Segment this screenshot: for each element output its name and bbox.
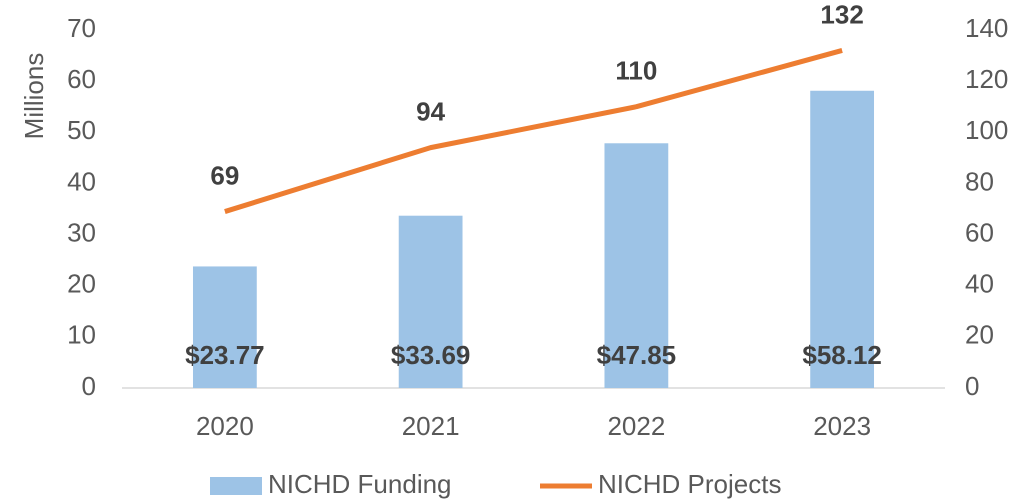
- y-tick-label: 60: [67, 64, 96, 94]
- bar: [810, 90, 875, 388]
- bar: [604, 143, 669, 388]
- data-label: $58.12: [802, 340, 882, 370]
- y2-tick-label: 40: [965, 269, 994, 299]
- data-label: $33.69: [391, 340, 471, 370]
- x-tick-label: 2021: [402, 411, 460, 441]
- legend-label: NICHD Projects: [598, 469, 781, 499]
- x-tick-label: 2023: [813, 411, 871, 441]
- line: [224, 48, 843, 214]
- bar: [398, 215, 463, 388]
- data-label: 69: [210, 160, 239, 190]
- x-tick-label: 2020: [196, 411, 254, 441]
- data-label: $47.85: [597, 340, 677, 370]
- y2-tick-label: 20: [965, 320, 994, 350]
- y2-tick-label: 140: [965, 13, 1008, 43]
- y-tick-label: 70: [67, 13, 96, 43]
- data-label: 132: [820, 0, 863, 29]
- y2-tick-label: 0: [965, 371, 979, 401]
- y-tick-label: 0: [82, 371, 96, 401]
- y2-tick-label: 100: [965, 115, 1008, 145]
- y-tick-label: 50: [67, 115, 96, 145]
- y-tick-label: 20: [67, 269, 96, 299]
- y-tick-label: 10: [67, 320, 96, 350]
- y-tick-label: 40: [67, 166, 96, 196]
- legend-label: NICHD Funding: [268, 469, 452, 499]
- y2-tick-label: 120: [965, 64, 1008, 94]
- x-tick-label: 2022: [607, 411, 665, 441]
- data-label: 110: [615, 56, 657, 86]
- y2-tick-label: 60: [965, 217, 994, 247]
- legend-swatch: [210, 477, 262, 495]
- y2-tick-label: 80: [965, 166, 994, 196]
- y-axis-title: Millions: [19, 53, 49, 140]
- y-tick-label: 30: [67, 217, 96, 247]
- data-label: 94: [416, 97, 445, 127]
- bar: [192, 266, 257, 388]
- data-label: $23.77: [185, 340, 265, 370]
